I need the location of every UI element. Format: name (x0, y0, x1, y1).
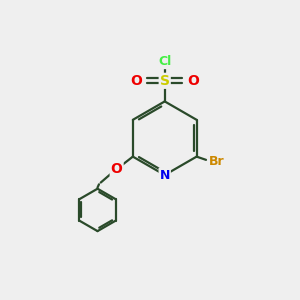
Text: Br: Br (209, 154, 225, 167)
Text: N: N (160, 169, 170, 182)
Text: S: S (160, 74, 170, 88)
Text: O: O (188, 74, 199, 88)
Text: O: O (130, 74, 142, 88)
Text: Cl: Cl (158, 55, 171, 68)
Text: O: O (111, 162, 123, 176)
